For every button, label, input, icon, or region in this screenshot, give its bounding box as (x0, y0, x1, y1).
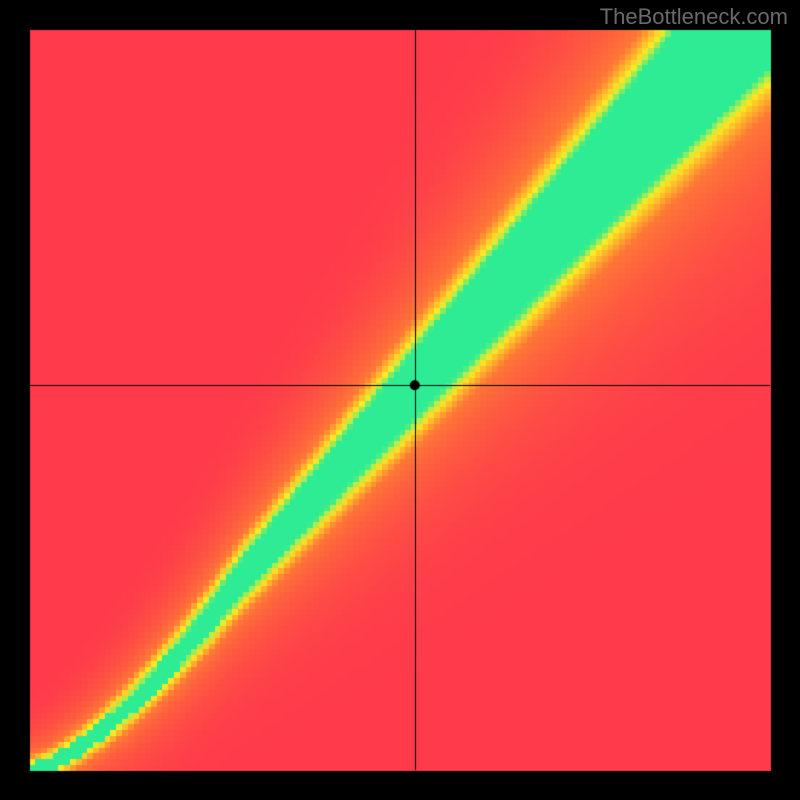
chart-container: TheBottleneck.com (0, 0, 800, 800)
watermark-label: TheBottleneck.com (600, 4, 788, 30)
heatmap-canvas (0, 0, 800, 800)
